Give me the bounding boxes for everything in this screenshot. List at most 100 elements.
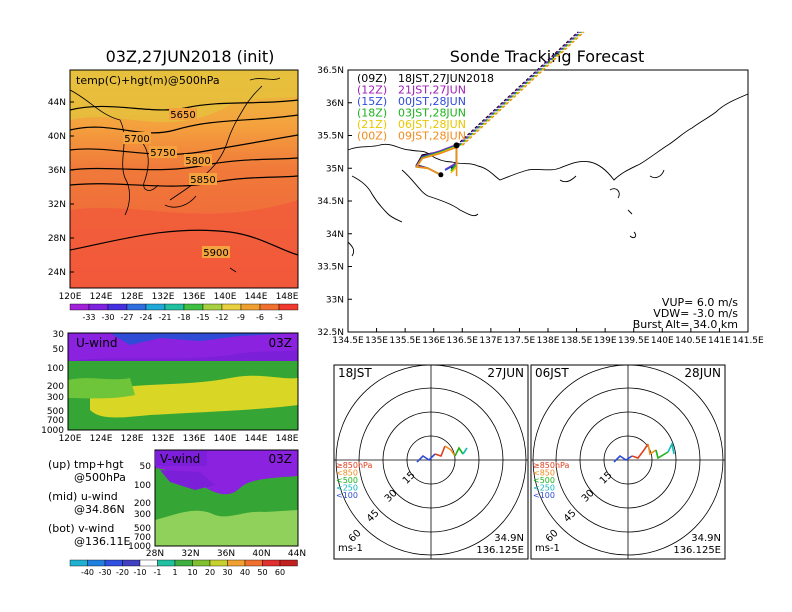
ascent-line: [462, 31, 585, 146]
uwind-label: U-wind: [76, 336, 117, 350]
track-lines: [415, 31, 585, 178]
uwind-lon-ticks: 120E 124E 128E 132E 136E 140E 144E 148E: [59, 434, 299, 444]
temp-colorbar-label: -33: [82, 313, 95, 322]
polar-hodograph: [667, 441, 675, 455]
polar-legend-entry: <100: [533, 491, 555, 500]
legend-bot-lon: @136.11E: [74, 535, 130, 548]
tracking-lat-tick: 34N: [326, 230, 344, 240]
vwind-level-tick: 500: [134, 524, 151, 534]
polar-hodograph: [613, 454, 633, 463]
wind-colorbar-label: 30: [222, 568, 232, 577]
temperature-colorbar: -33 -30 -27 -24 -21 -18 -15 -12 -9 -6 -3: [69, 303, 299, 322]
tracking-lon-tick: 141.5E: [732, 336, 764, 346]
wind-colorbar-cell: [122, 559, 141, 567]
wind-colorbar-cell: [262, 559, 281, 567]
map-lon-tick: 136E: [183, 292, 206, 302]
legend-up-level: @500hPa: [74, 471, 126, 484]
polar-hodograph: [631, 443, 649, 459]
vwind-level-tick: 300: [134, 510, 151, 520]
run-legend-id: (15Z): [357, 95, 387, 108]
ascent-line: [456, 31, 579, 146]
uwind-level-tick: 50: [53, 345, 65, 355]
polar-legend-entry: <500: [336, 476, 358, 485]
tracking-coastlines: [347, 93, 749, 257]
wind-colorbar-label: 10: [187, 568, 197, 577]
tracking-lon-tick: 141E: [708, 336, 731, 346]
uwind-level-tick: 700: [47, 416, 64, 426]
uwind-top-region: [68, 333, 298, 345]
polar-legend-entry: <250: [533, 484, 555, 493]
temp-colorbar-label: -3: [275, 313, 283, 322]
legend-up: (up) tmp+hgt: [48, 458, 124, 471]
map-lon-tick: 148E: [276, 292, 299, 302]
tracking-lon-tick: 138.5E: [561, 336, 593, 346]
map-lat-tick: 44N: [48, 98, 66, 108]
tracking-lat-tick: 36N: [326, 99, 344, 109]
temperature-map-panel: 03Z,27JUN2018 (init): [48, 47, 299, 322]
tracking-title: Sonde Tracking Forecast: [450, 47, 645, 66]
run-legend-id: (18Z): [357, 107, 387, 120]
wind-colorbar: -40 -30 -20 -10 -1 1 10 20 30 40 50 60: [69, 559, 298, 577]
cool-region: [70, 70, 298, 122]
polar-legend-entry: <500: [533, 476, 555, 485]
vwind-frame: [154, 449, 299, 547]
tracking-lat-tick: 33.5N: [317, 263, 344, 273]
legend-bot: (bot) v-wind: [48, 522, 114, 535]
run-legend-id: (00Z): [357, 130, 387, 143]
temp-colorbar-label: -27: [120, 313, 133, 322]
contour-label-bg: [189, 173, 217, 185]
contour-label-bg: [169, 108, 197, 120]
vwind-lat-tick: 32N: [181, 549, 199, 559]
wind-colorbar-cell: [209, 559, 228, 567]
wind-colorbar-label: 1: [172, 568, 177, 577]
run-legend-label: 06JST,28JUN: [398, 118, 466, 131]
polar-legend-entry: ≥850hPa: [336, 461, 373, 470]
uwind-level-tick: 500: [47, 407, 64, 417]
tracking-frame: [347, 69, 749, 333]
tracking-lon-tick: 136.5E: [447, 336, 479, 346]
temp-colorbar-label: -6: [256, 313, 264, 322]
tracking-lon-tick: 137.5E: [504, 336, 536, 346]
map-lon-ticks: 120E 124E 128E 132E 136E 140E 144E 148E: [59, 292, 299, 302]
map-lon-tick: 128E: [121, 292, 144, 302]
uwind-lon-tick: 120E: [59, 434, 82, 444]
uwind-lon-tick: 140E: [214, 434, 237, 444]
polar-time-left: 18JST: [338, 366, 372, 380]
run-legend-label: 18JST,27JUN2018: [398, 72, 494, 85]
track-line: [415, 146, 458, 177]
vwind-core-region: [160, 470, 215, 490]
wind-colorbar-cell: [69, 559, 88, 567]
burst-point: [453, 142, 460, 149]
wind-colorbar-label: -1: [154, 568, 162, 577]
polar-legend-entry: <850: [336, 469, 358, 478]
vwind-level-tick: 50: [140, 462, 152, 472]
polar-lon: 136.125E: [673, 545, 721, 556]
map-frame: [69, 69, 299, 289]
wind-colorbar-label: -30: [98, 568, 111, 577]
tracking-lon-tick: 137E: [479, 336, 502, 346]
tracking-panel: Sonde Tracking Forecast (09Z) 18JST,27JUN…: [317, 31, 764, 346]
uwind-level-tick: 30: [53, 330, 65, 340]
uwind-level-tick: 100: [47, 364, 64, 374]
temp-colorbar-cell: [259, 303, 280, 311]
vwind-level-tick: 100: [134, 481, 151, 491]
tracking-lat-ticks: 36.5N 36N 35.5N 35N 34.5N 34N 33.5N 33N 32.5N: [317, 66, 352, 338]
vwind-level-tick: 700: [134, 533, 151, 543]
temp-colorbar-label: -9: [237, 313, 245, 322]
main-title: 03Z,27JUN2018 (init): [106, 47, 275, 66]
uwind-jet-region: [90, 375, 298, 418]
run-legend-id: (09Z): [357, 72, 387, 85]
map-lat-tick: 28N: [48, 234, 66, 244]
wind-colorbar-label: 50: [257, 568, 267, 577]
run-legend-label: 21JST,27JUN: [398, 84, 466, 97]
uwind-time: 03Z: [269, 336, 293, 350]
run-legend-id: (12Z): [357, 84, 387, 97]
vwind-lat-tick: 40N: [252, 549, 270, 559]
wind-colorbar-cell: [174, 559, 193, 567]
legend-mid: (mid) u-wind: [48, 490, 118, 503]
tracking-lon-tick: 139E: [594, 336, 617, 346]
